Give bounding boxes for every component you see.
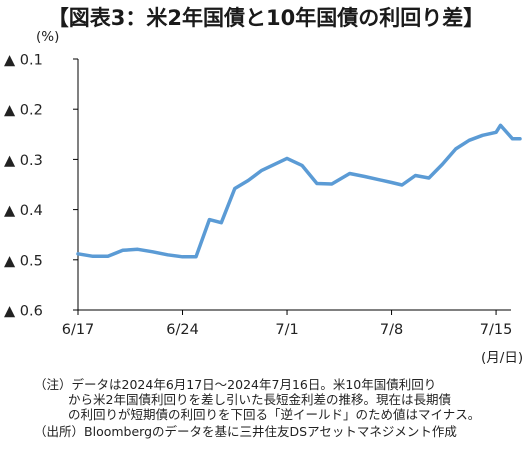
series-line bbox=[76, 123, 522, 259]
footnote-line: から米2年国債利回りを差し引いた長短金利差の推移。現在は長期債 bbox=[34, 392, 532, 407]
y-tick-label: ▲ 0.6 bbox=[4, 304, 43, 320]
y-tick-label: ▲ 0.4 bbox=[4, 203, 43, 219]
footnote-prefix: （注） bbox=[34, 377, 72, 392]
series-group bbox=[76, 123, 522, 259]
x-tick-label: 6/24 bbox=[166, 322, 199, 338]
y-tick-label: ▲ 0.5 bbox=[4, 253, 43, 269]
y-tick-label: ▲ 0.3 bbox=[4, 153, 43, 169]
footnote-text: から米2年国債利回りを差し引いた長短金利差の推移。現在は長期債 bbox=[68, 392, 451, 407]
x-tick-label: 6/17 bbox=[62, 322, 95, 338]
footnote-line: の利回りが短期債の利回りを下回る「逆イールド」のため値はマイナス。 bbox=[34, 407, 532, 422]
x-axis: 6/17 6/24 7/1 7/8 7/15 bbox=[62, 309, 513, 338]
footnote-line: （注）データは2024年6月17日～2024年7月16日。米10年国債利回り bbox=[34, 377, 524, 392]
x-tick-label: 7/1 bbox=[275, 322, 298, 338]
x-tick-label: 7/15 bbox=[480, 322, 513, 338]
x-tick-label: 7/8 bbox=[380, 322, 403, 338]
y-tick-label: ▲ 0.2 bbox=[4, 103, 43, 119]
footnote-text: の利回りが短期債の利回りを下回る「逆イールド」のため値はマイナス。 bbox=[68, 407, 481, 422]
x-unit-label: (月/日) bbox=[481, 350, 523, 366]
footnote-text: データは2024年6月17日～2024年7月16日。米10年国債利回り bbox=[71, 377, 437, 392]
footnote-text: Bloombergのデータを基に三井住友DSアセットマネジメント作成 bbox=[84, 424, 457, 439]
y-tick-label: ▲ 0.1 bbox=[4, 53, 43, 69]
chart-title: 【図表3：米2年国債と10年国債の利回り差】 bbox=[47, 6, 485, 30]
footnote-prefix: （出所） bbox=[34, 424, 85, 439]
y-unit-label: (%) bbox=[36, 29, 59, 45]
y-axis: ▲ 0.1 ▲ 0.2 ▲ 0.3 ▲ 0.4 ▲ 0.5 ▲ 0.6 bbox=[4, 53, 79, 320]
footnote-line: （出所）Bloombergのデータを基に三井住友DSアセットマネジメント作成 bbox=[34, 424, 524, 439]
